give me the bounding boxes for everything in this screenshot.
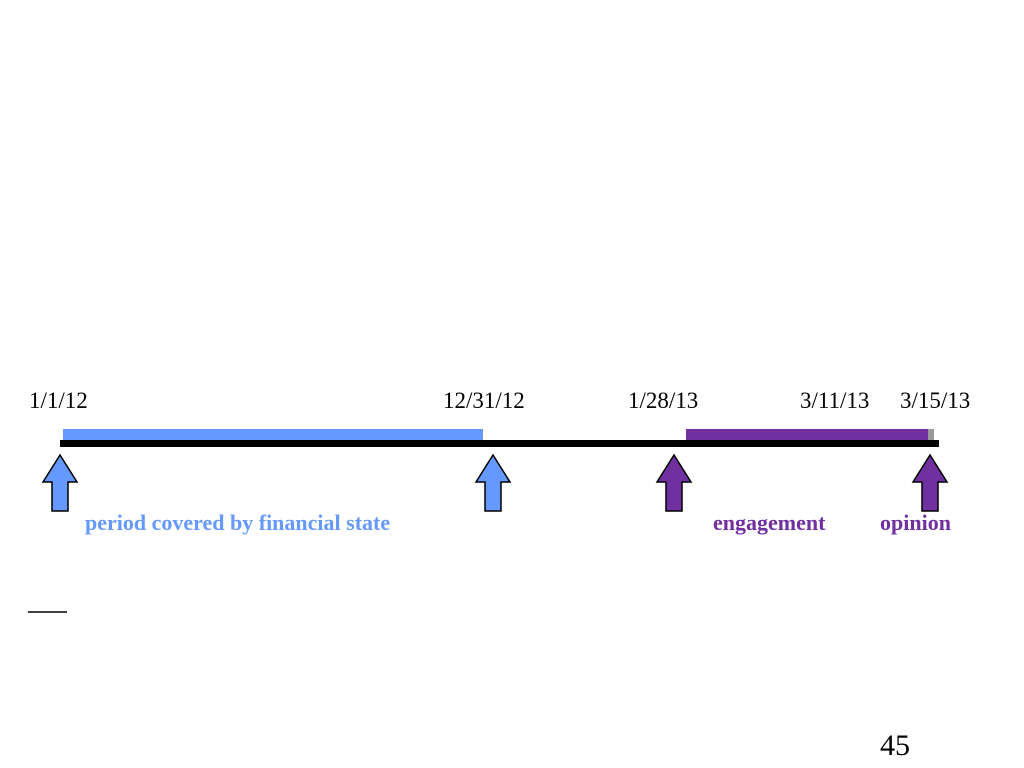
engagement-bar xyxy=(686,429,928,441)
date-label: 3/15/13 xyxy=(900,388,970,413)
date-label: 1/1/12 xyxy=(29,388,88,413)
arrows xyxy=(41,453,949,512)
period-label: period covered by financial state xyxy=(85,510,390,535)
arrow xyxy=(474,453,512,512)
date-label: 12/31/12 xyxy=(443,388,525,413)
date-label: 3/11/13 xyxy=(800,388,869,413)
opinion-bar xyxy=(928,429,934,441)
arrow xyxy=(41,453,79,512)
page-number: 45 xyxy=(880,729,910,762)
engagement-label: engagement xyxy=(713,510,826,535)
date-label: 1/28/13 xyxy=(628,388,698,413)
opinion-label: opinion xyxy=(880,510,951,535)
timeline-axis xyxy=(60,440,939,447)
arrow xyxy=(655,453,693,512)
period-bar xyxy=(63,429,483,441)
arrow xyxy=(911,453,949,512)
